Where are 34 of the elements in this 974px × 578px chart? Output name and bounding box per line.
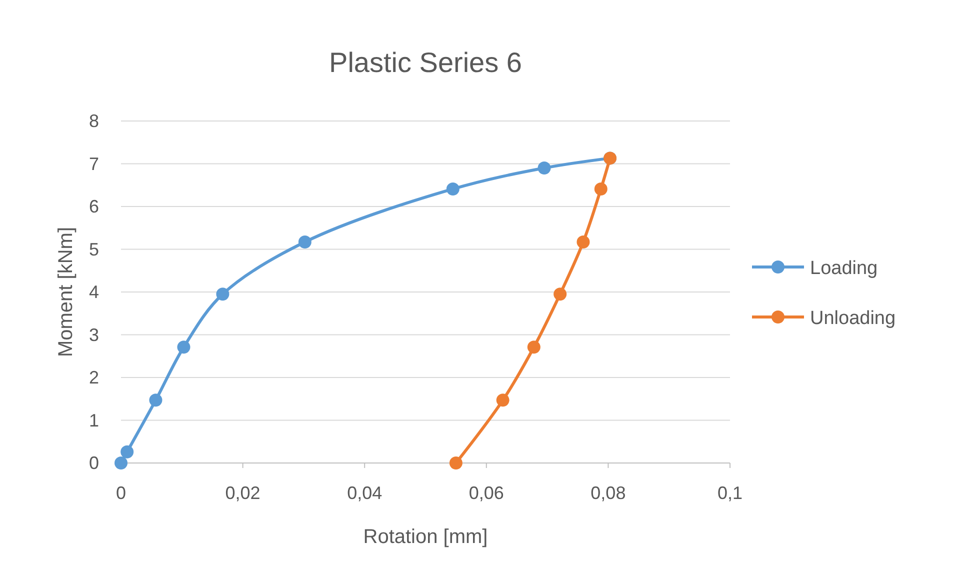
y-tick-label: 4 bbox=[88, 282, 99, 302]
x-axis-title: Rotation [mm] bbox=[363, 526, 488, 548]
y-tick-label: 1 bbox=[88, 410, 99, 430]
y-axis-title: Moment [kNm] bbox=[55, 226, 77, 358]
point bbox=[554, 288, 567, 301]
x-tick-label: 0,04 bbox=[347, 483, 382, 503]
point bbox=[177, 340, 190, 354]
point bbox=[149, 394, 162, 407]
point bbox=[216, 288, 230, 301]
point bbox=[527, 340, 540, 354]
point bbox=[120, 445, 134, 458]
y-tick-label: 0 bbox=[88, 453, 99, 473]
x-tick-label: 0 bbox=[116, 483, 126, 503]
point bbox=[298, 235, 312, 248]
point bbox=[496, 394, 510, 407]
legend-label: Unloading bbox=[810, 308, 896, 329]
x-tick-label: 0,08 bbox=[590, 483, 626, 503]
chart-title: Plastic Series 6 bbox=[329, 47, 522, 78]
y-tick-label: 6 bbox=[88, 196, 99, 216]
y-tick-label: 5 bbox=[88, 239, 99, 260]
legend-label: Loading bbox=[810, 258, 878, 279]
x-tick-label: 0,02 bbox=[225, 483, 260, 503]
point bbox=[594, 182, 608, 196]
y-tick-label: 2 bbox=[88, 368, 99, 388]
y-tick-label: 7 bbox=[88, 154, 99, 174]
point bbox=[446, 182, 460, 196]
point bbox=[449, 456, 462, 470]
x-tick-label: 0,1 bbox=[717, 483, 743, 503]
point bbox=[538, 162, 551, 175]
y-tick-label: 3 bbox=[88, 324, 99, 345]
point bbox=[576, 235, 590, 248]
y-tick-label: 8 bbox=[88, 111, 99, 131]
point bbox=[114, 456, 128, 470]
x-tick-label: 0,06 bbox=[468, 483, 504, 503]
